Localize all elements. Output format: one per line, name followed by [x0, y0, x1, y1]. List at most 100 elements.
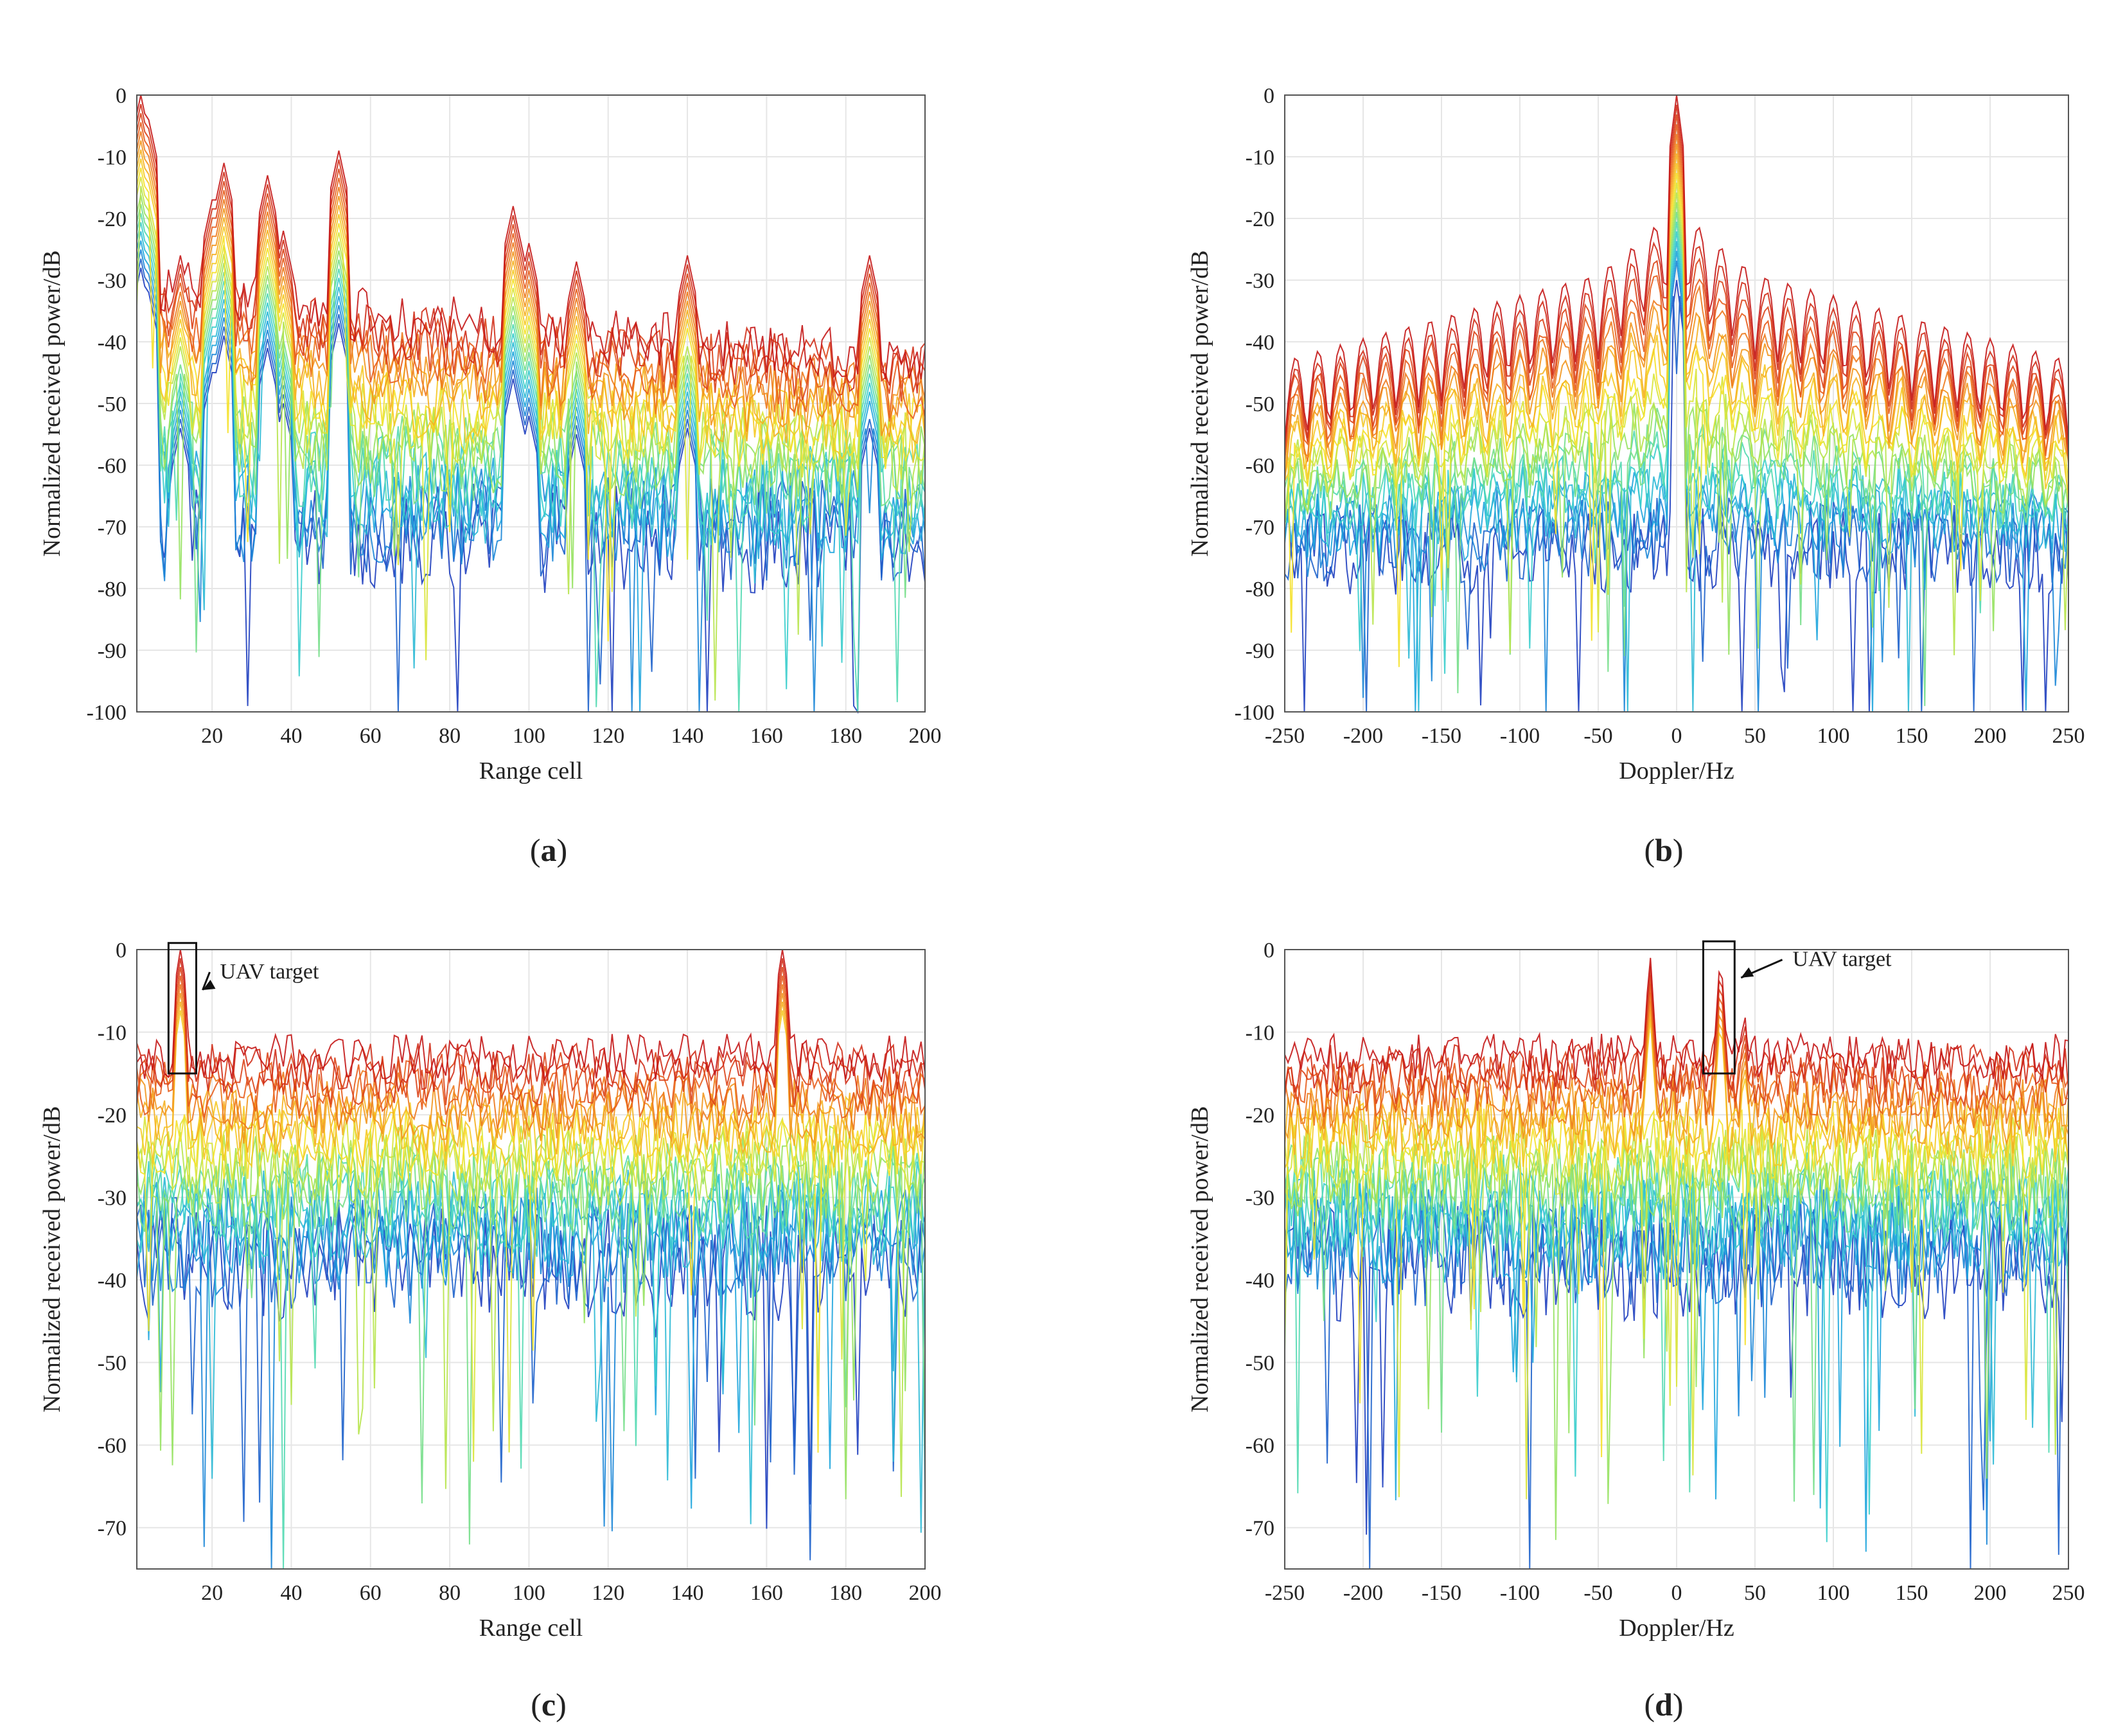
y-tick-label: -60 — [1246, 1434, 1274, 1458]
x-axis-label: Range cell — [479, 757, 583, 784]
x-tick-label: 150 — [1896, 1581, 1928, 1605]
x-tick-label: 80 — [439, 724, 461, 748]
x-tick-label: -200 — [1343, 1581, 1383, 1605]
y-tick-label: -40 — [1246, 331, 1274, 355]
y-tick-label: -40 — [98, 1269, 127, 1293]
spectrum-series — [136, 94, 926, 380]
x-tick-label: 20 — [201, 1581, 223, 1605]
y-tick-label: -70 — [1246, 1517, 1274, 1541]
spectrum-series — [1284, 1104, 2069, 1458]
spectrum-series — [1284, 202, 2069, 655]
annotation-arrow — [202, 971, 211, 991]
y-tick-label: -30 — [1246, 1187, 1274, 1210]
x-tick-label: -50 — [1583, 724, 1612, 748]
y-tick-label: -50 — [98, 1352, 127, 1376]
y-tick-label: -10 — [98, 146, 127, 170]
plot-frame — [1284, 94, 2069, 713]
x-tick-label: -150 — [1422, 1581, 1461, 1605]
panel-a: 20 40 60 80 100 120 140 160 180 200 0 -10 -20 -30 -40 -… — [39, 84, 942, 868]
x-tick-label: 120 — [592, 1581, 624, 1605]
y-tick-label: -100 — [87, 701, 127, 725]
y-axis-label: Normalized received power/dB — [1186, 251, 1213, 557]
y-tick-label: -40 — [1246, 1269, 1274, 1293]
x-tick-label: 180 — [829, 1581, 862, 1605]
spectrum-series — [136, 949, 926, 1083]
y-tick-label: -10 — [1246, 1022, 1274, 1045]
plot-frame — [136, 94, 926, 713]
arrowhead-icon — [202, 979, 216, 990]
y-axis-label: Normalized received power/dB — [1186, 1106, 1213, 1413]
spectrum-series — [136, 103, 926, 394]
x-axis-label: Range cell — [479, 1615, 583, 1642]
x-tick-label: 100 — [513, 1581, 545, 1605]
spectrum-series — [136, 1002, 926, 1156]
y-tick-label: -30 — [98, 1187, 127, 1210]
y-tick-label: -80 — [1246, 578, 1274, 601]
spectrum-series — [136, 993, 926, 1146]
x-tick-label: 180 — [829, 724, 862, 748]
spectrum-series — [136, 113, 926, 402]
spectrum-series — [136, 1115, 926, 1462]
x-tick-label: 80 — [439, 1581, 461, 1605]
x-tick-label: 120 — [592, 724, 624, 748]
x-tick-label: -50 — [1583, 1581, 1612, 1605]
series-group — [136, 94, 926, 714]
panel-c: 20 40 60 80 100 120 140 160 180 200 0 -10 -20 -30 -40 -… — [39, 939, 942, 1723]
spectrum-series — [1284, 143, 2069, 482]
y-tick-label: -20 — [98, 208, 127, 231]
spectrum-series — [136, 1105, 926, 1453]
x-tick-label: 20 — [201, 724, 223, 748]
x-tick-label: 200 — [909, 724, 942, 748]
x-tick-label: 150 — [1896, 724, 1928, 748]
y-tick-label: -40 — [98, 331, 127, 355]
y-tick-label: 0 — [1264, 84, 1274, 108]
spectrum-series — [1284, 966, 2069, 1095]
spectrum-series — [136, 249, 926, 713]
panel-caption: (b) — [1644, 832, 1683, 868]
y-tick-label: -20 — [98, 1104, 127, 1128]
spectrum-series — [1284, 114, 2069, 456]
target-highlight-box — [1702, 940, 1736, 1075]
y-axis-label: Normalized received power/dB — [39, 1106, 66, 1413]
x-tick-label: 100 — [1817, 1581, 1850, 1605]
x-tick-label: 250 — [2052, 1581, 2085, 1605]
x-tick-label: 0 — [1671, 724, 1682, 748]
x-tick-label: 200 — [909, 1581, 942, 1605]
panel-caption: (a) — [530, 832, 567, 868]
x-tick-label: -100 — [1500, 1581, 1540, 1605]
arrowhead-icon — [1741, 967, 1754, 978]
spectrum-series — [136, 186, 926, 701]
spectrum-series — [1284, 1198, 2069, 1570]
y-tick-label: -50 — [1246, 393, 1274, 416]
y-tick-label: 0 — [116, 939, 127, 962]
x-tick-label: 200 — [1974, 724, 2007, 748]
spectrum-series — [1284, 153, 2069, 474]
x-tick-label: 50 — [1744, 724, 1766, 748]
x-tick-label: 100 — [513, 724, 545, 748]
annotation-label: UAV target — [220, 960, 319, 984]
x-tick-label: -200 — [1343, 724, 1383, 748]
spectrum-series — [1284, 221, 2069, 614]
x-tick-label: -100 — [1500, 724, 1540, 748]
panel-d: -250 -200 -150 -100 -50 0 50 100 150 200 250 0 -10 -2… — [1186, 939, 2085, 1723]
y-tick-label: -50 — [1246, 1352, 1274, 1376]
series-group — [1284, 957, 2069, 1570]
y-tick-label: -30 — [98, 269, 127, 293]
spectrum-series — [136, 1125, 926, 1497]
spectrum-series — [136, 195, 926, 599]
spectrum-series — [1284, 1001, 2069, 1146]
spectrum-series — [136, 149, 926, 445]
spectrum-series — [136, 984, 926, 1132]
y-tick-label: 0 — [1264, 939, 1274, 962]
spectrum-series — [1284, 1169, 2069, 1465]
x-tick-label: 160 — [750, 1581, 783, 1605]
spectrum-series — [1284, 1114, 2069, 1500]
spectrum-series — [136, 167, 926, 642]
y-tick-label: -20 — [1246, 1104, 1274, 1128]
x-tick-label: 50 — [1744, 1581, 1766, 1605]
spectrum-series — [1284, 1133, 2069, 1540]
x-axis-label: Doppler/Hz — [1619, 757, 1734, 784]
spectrum-series — [1284, 182, 2069, 633]
x-tick-label: -250 — [1265, 724, 1305, 748]
